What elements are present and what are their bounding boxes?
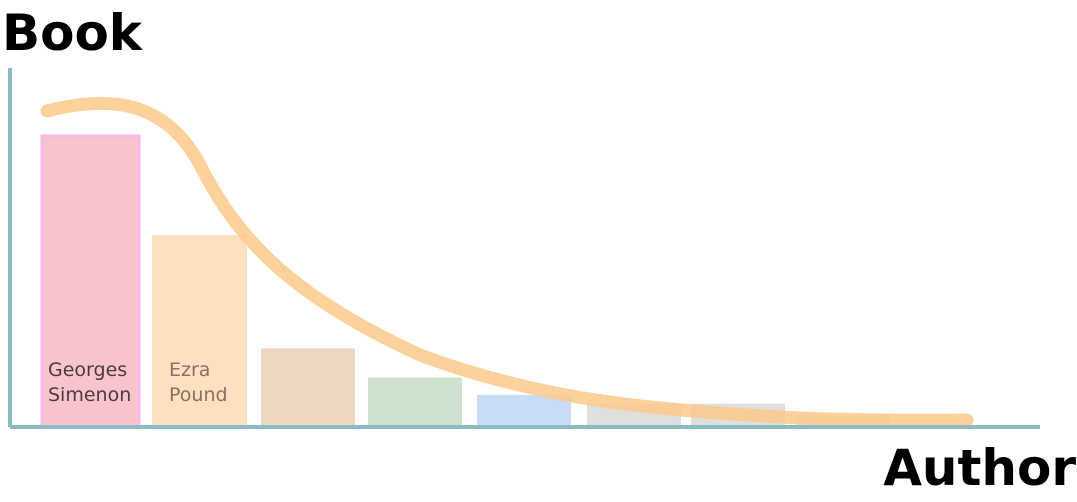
bar-label-1-line-1: Georges [48,359,127,381]
bar-2 [152,234,247,427]
bar-3 [261,348,355,427]
bar-label-1-line-2: Simenon [48,384,131,406]
bar-5 [477,394,571,427]
bar-label-2-line-1: Ezra [169,359,210,381]
bar-label-2-line-2: Pound [169,384,228,406]
bar-labels: Georges Simenon Ezra Pound [48,359,228,406]
trend-line [40,96,974,427]
x-axis-label: Author [883,439,1076,497]
bar-1 [40,134,141,429]
bars [40,134,890,429]
bar-4 [368,377,462,427]
y-axis-label: Book [2,4,144,62]
